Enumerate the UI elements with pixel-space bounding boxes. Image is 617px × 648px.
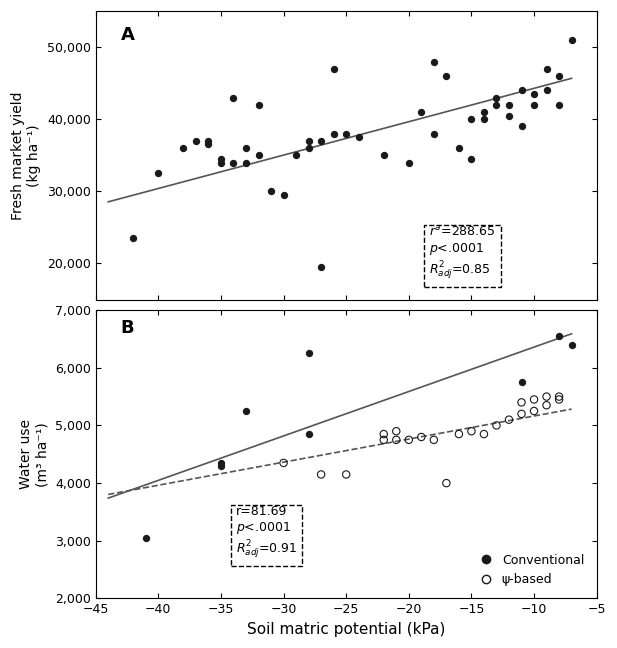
Point xyxy=(554,100,564,110)
Point xyxy=(479,114,489,124)
Conventional xyxy=(554,331,564,341)
ψ-based xyxy=(554,391,564,402)
Point xyxy=(191,135,201,146)
Point xyxy=(154,168,164,178)
Point xyxy=(204,139,213,150)
Point xyxy=(329,64,339,74)
Text: r=81.69
$p$<.0001
$R^{2}_{adj}$=0.91: r=81.69 $p$<.0001 $R^{2}_{adj}$=0.91 xyxy=(236,505,297,561)
Conventional xyxy=(516,377,526,388)
Point xyxy=(228,157,238,168)
Text: B: B xyxy=(121,319,135,337)
Point xyxy=(516,86,526,96)
Point xyxy=(254,100,263,110)
Point xyxy=(216,157,226,168)
Point xyxy=(441,71,451,81)
Point xyxy=(466,154,476,164)
Point xyxy=(379,150,389,161)
ψ-based xyxy=(316,469,326,480)
Point xyxy=(329,128,339,139)
ψ-based xyxy=(454,429,464,439)
Point xyxy=(279,190,289,200)
Legend: Conventional, ψ-based: Conventional, ψ-based xyxy=(467,548,590,592)
ψ-based xyxy=(391,426,401,436)
Conventional xyxy=(141,533,151,543)
Y-axis label: Fresh market yield
(kg ha⁻¹): Fresh market yield (kg ha⁻¹) xyxy=(11,91,41,220)
Point xyxy=(216,154,226,164)
Point xyxy=(241,157,251,168)
Conventional xyxy=(304,429,313,439)
X-axis label: Soil matric potential (kPa): Soil matric potential (kPa) xyxy=(247,622,445,637)
Point xyxy=(291,150,301,161)
Point xyxy=(316,135,326,146)
Conventional xyxy=(566,340,576,350)
Point xyxy=(492,93,502,103)
Point xyxy=(228,93,238,103)
Point xyxy=(241,143,251,154)
Point xyxy=(341,128,351,139)
Conventional xyxy=(216,457,226,468)
Point xyxy=(416,107,426,117)
Point xyxy=(554,71,564,81)
ψ-based xyxy=(504,415,514,425)
ψ-based xyxy=(529,394,539,404)
ψ-based xyxy=(516,409,526,419)
ψ-based xyxy=(279,457,289,468)
Point xyxy=(316,262,326,272)
ψ-based xyxy=(341,469,351,480)
Point xyxy=(542,86,552,96)
Point xyxy=(454,143,464,154)
Text: $r^{a}$=288.65
$p$<.0001
$R^{2}_{adj}$=0.85: $r^{a}$=288.65 $p$<.0001 $R^{2}_{adj}$=0… xyxy=(429,225,495,283)
Point xyxy=(529,89,539,99)
Point xyxy=(404,157,414,168)
ψ-based xyxy=(416,432,426,442)
ψ-based xyxy=(492,421,502,431)
ψ-based xyxy=(466,426,476,436)
Point xyxy=(429,128,439,139)
Point xyxy=(466,114,476,124)
ψ-based xyxy=(554,394,564,404)
Point xyxy=(354,132,363,143)
ψ-based xyxy=(379,435,389,445)
Point xyxy=(504,110,514,121)
ψ-based xyxy=(479,429,489,439)
ψ-based xyxy=(391,435,401,445)
ψ-based xyxy=(542,400,552,410)
Text: A: A xyxy=(121,25,135,43)
ψ-based xyxy=(404,435,414,445)
Point xyxy=(266,186,276,196)
Point xyxy=(492,100,502,110)
ψ-based xyxy=(542,391,552,402)
Point xyxy=(479,107,489,117)
ψ-based xyxy=(429,435,439,445)
Point xyxy=(504,100,514,110)
ψ-based xyxy=(379,429,389,439)
Point xyxy=(429,56,439,67)
Point xyxy=(304,135,313,146)
Conventional xyxy=(241,406,251,416)
Point xyxy=(254,150,263,161)
Point xyxy=(566,35,576,45)
Point xyxy=(304,143,313,154)
Point xyxy=(204,135,213,146)
ψ-based xyxy=(516,397,526,408)
ψ-based xyxy=(441,478,451,489)
Point xyxy=(542,64,552,74)
Point xyxy=(516,121,526,132)
Y-axis label: Water use
(m³ ha⁻¹): Water use (m³ ha⁻¹) xyxy=(19,419,49,489)
Conventional xyxy=(304,348,313,358)
Conventional xyxy=(216,461,226,471)
Point xyxy=(128,233,138,244)
Point xyxy=(178,143,188,154)
Point xyxy=(529,100,539,110)
ψ-based xyxy=(529,406,539,416)
